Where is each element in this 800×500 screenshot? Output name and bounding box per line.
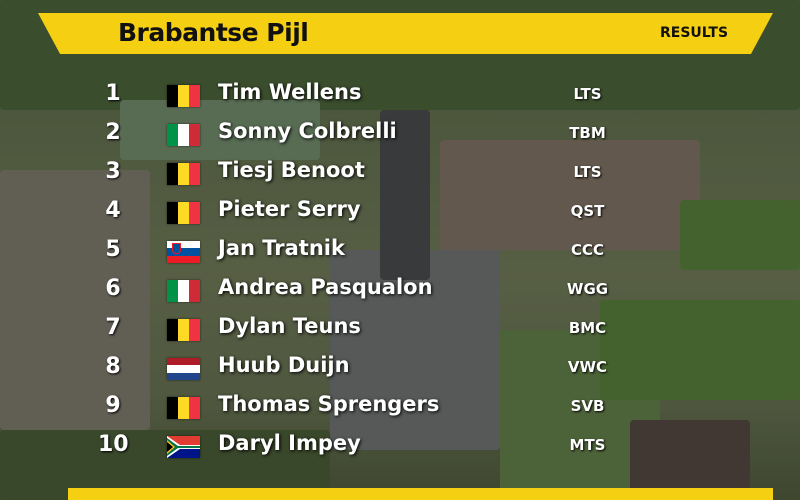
netherlands-flag-icon xyxy=(167,358,200,380)
result-row: 9 Thomas Sprengers SVB xyxy=(0,387,800,426)
rider-name: Jan Tratnik xyxy=(218,236,345,260)
result-row: 4 Pieter Serry QST xyxy=(0,192,800,231)
position: 10 xyxy=(98,432,129,457)
rider-name: Daryl Impey xyxy=(218,431,361,455)
bottom-yellow-bar xyxy=(68,488,773,500)
team-code: QST xyxy=(570,202,605,220)
rider-name: Tiesj Benoot xyxy=(218,158,365,182)
italy-flag-icon xyxy=(167,124,200,146)
position: 6 xyxy=(105,276,121,301)
position: 1 xyxy=(105,81,121,106)
italy-flag-icon xyxy=(167,280,200,302)
position: 3 xyxy=(105,159,121,184)
title-banner xyxy=(38,13,773,54)
team-code: LTS xyxy=(573,163,602,181)
team-code: WGG xyxy=(566,280,609,298)
team-code: MTS xyxy=(569,436,606,454)
result-row: 6 Andrea Pasqualon WGG xyxy=(0,270,800,309)
rider-name: Huub Duijn xyxy=(218,353,350,377)
rider-name: Pieter Serry xyxy=(218,197,361,221)
result-row: 3 Tiesj Benoot LTS xyxy=(0,153,800,192)
slovenia-flag-icon xyxy=(167,241,200,263)
team-code: CCC xyxy=(570,241,605,259)
position: 4 xyxy=(105,198,121,223)
belgium-flag-icon xyxy=(167,202,200,224)
rider-name: Sonny Colbrelli xyxy=(218,119,397,143)
race-title: Brabantse Pijl xyxy=(118,18,309,47)
position: 5 xyxy=(105,237,121,262)
results-label: RESULTS xyxy=(660,25,729,41)
team-code: LTS xyxy=(573,85,602,103)
result-row: 1 Tim Wellens LTS xyxy=(0,75,800,114)
belgium-flag-icon xyxy=(167,85,200,107)
rider-name: Thomas Sprengers xyxy=(218,392,440,416)
team-code: VWC xyxy=(567,358,608,376)
rider-name: Dylan Teuns xyxy=(218,314,361,338)
result-row: 2 Sonny Colbrelli TBM xyxy=(0,114,800,153)
result-row: 10 Daryl Impey MTS xyxy=(0,426,800,465)
team-code: BMC xyxy=(568,319,607,337)
position: 9 xyxy=(105,393,121,418)
position: 2 xyxy=(105,120,121,145)
position: 7 xyxy=(105,315,121,340)
result-row: 8 Huub Duijn VWC xyxy=(0,348,800,387)
result-row: 7 Dylan Teuns BMC xyxy=(0,309,800,348)
rider-name: Tim Wellens xyxy=(218,80,362,104)
team-code: TBM xyxy=(569,124,606,142)
position: 8 xyxy=(105,354,121,379)
belgium-flag-icon xyxy=(167,397,200,419)
south-africa-flag-icon xyxy=(167,436,200,458)
belgium-flag-icon xyxy=(167,319,200,341)
rider-name: Andrea Pasqualon xyxy=(218,275,433,299)
result-row: 5 Jan Tratnik CCC xyxy=(0,231,800,270)
belgium-flag-icon xyxy=(167,163,200,185)
team-code: SVB xyxy=(570,397,605,415)
